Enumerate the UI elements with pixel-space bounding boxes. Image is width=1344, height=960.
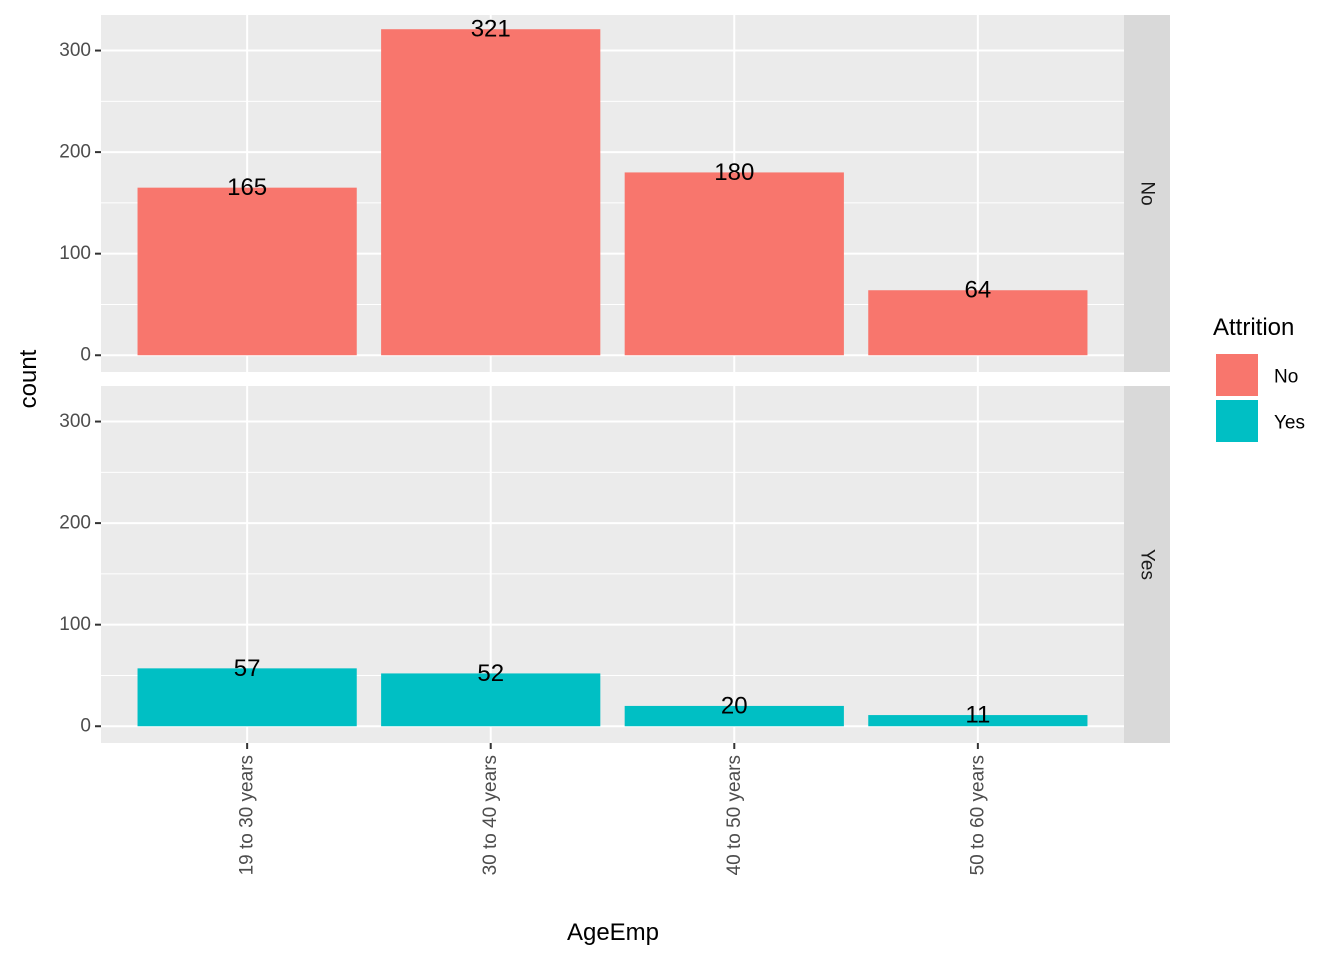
data-label-no-19-to-30-years: 165 bbox=[227, 174, 267, 201]
bar-no-50-to-60-years bbox=[868, 290, 1088, 356]
x-tick-label-19-to-30-years: 19 to 30 years bbox=[237, 755, 258, 875]
bar-yes-40-to-50-years bbox=[624, 705, 844, 727]
y-tick-label-0-yes: 0 bbox=[80, 716, 91, 737]
data-label-yes-19-to-30-years: 57 bbox=[234, 655, 261, 682]
panels: No Yes bbox=[101, 15, 1170, 743]
data-label-yes-30-to-40-years: 52 bbox=[477, 660, 504, 687]
x-tick-label-40-to-50-years: 40 to 50 years bbox=[724, 755, 745, 875]
y-tick-label-0-no: 0 bbox=[80, 345, 91, 366]
strip-label-no: No bbox=[1137, 181, 1158, 205]
y-tick-label-200-no: 200 bbox=[59, 142, 91, 163]
legend-label-yes: Yes bbox=[1274, 413, 1305, 434]
bar-no-40-to-50-years bbox=[624, 172, 844, 356]
strip-yes bbox=[1124, 386, 1170, 743]
x-tick-label-50-to-60-years: 50 to 60 years bbox=[967, 755, 988, 875]
bar-no-30-to-40-years bbox=[381, 29, 601, 356]
data-labels: 165 321 180 64 57 52 20 11 bbox=[227, 16, 991, 729]
y-axis-title: count bbox=[15, 349, 42, 408]
y-tick-label-200-yes: 200 bbox=[59, 513, 91, 534]
strip-label-yes: Yes bbox=[1137, 549, 1158, 580]
legend: Attrition No Yes bbox=[1213, 314, 1305, 442]
y-tick-label-300-yes: 300 bbox=[59, 411, 91, 432]
bars bbox=[137, 29, 1088, 727]
data-label-yes-50-to-60-years: 11 bbox=[965, 702, 990, 729]
data-label-no-40-to-50-years: 180 bbox=[714, 159, 754, 186]
y-tick-label-100-no: 100 bbox=[59, 243, 91, 264]
bar-no-19-to-30-years bbox=[137, 187, 357, 356]
x-axis-title: AgeEmp bbox=[567, 919, 659, 946]
x-tick-label-30-to-40-years: 30 to 40 years bbox=[480, 755, 501, 875]
legend-label-no: No bbox=[1274, 367, 1298, 388]
legend-title: Attrition bbox=[1213, 314, 1294, 341]
axes: 0 100 200 300 0 100 200 300 19 to 30 years 30 to … bbox=[59, 40, 988, 875]
legend-key-no bbox=[1216, 354, 1258, 396]
y-tick-label-300-no: 300 bbox=[59, 40, 91, 61]
bar-yes-30-to-40-years bbox=[381, 673, 601, 727]
legend-key-yes bbox=[1216, 400, 1258, 442]
bar-yes-50-to-60-years bbox=[868, 715, 1088, 727]
data-label-no-50-to-60-years: 64 bbox=[965, 277, 992, 304]
data-label-no-30-to-40-years: 321 bbox=[471, 16, 511, 43]
y-tick-label-100-yes: 100 bbox=[59, 614, 91, 635]
data-label-yes-40-to-50-years: 20 bbox=[721, 692, 748, 719]
strip-no bbox=[1124, 15, 1170, 372]
bar-yes-19-to-30-years bbox=[137, 668, 357, 727]
